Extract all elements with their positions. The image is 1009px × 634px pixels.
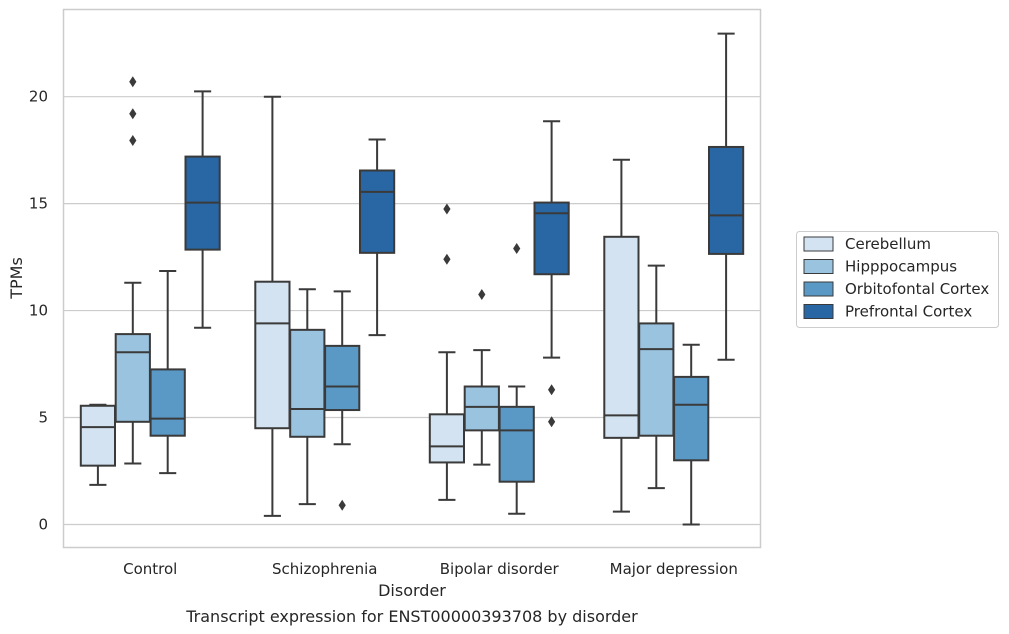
outlier-point xyxy=(443,203,451,215)
outlier-point xyxy=(478,289,486,301)
outlier-point xyxy=(443,253,451,265)
box-body xyxy=(707,145,745,255)
box-3-3 xyxy=(707,32,745,361)
box-0-1 xyxy=(254,95,291,517)
outlier-point xyxy=(548,384,556,396)
legend-frame xyxy=(796,231,999,328)
x-tick-label-schizophrenia: Schizophrenia xyxy=(272,560,377,578)
y-tick-label-5: 5 xyxy=(38,409,48,427)
legend: Cerebellum Hipppocampus Orbitofontal Corte… xyxy=(796,231,999,328)
box-body xyxy=(79,404,117,467)
legend-swatch-orbitofontal-cortex xyxy=(803,281,834,297)
box-body xyxy=(603,235,640,439)
box-body xyxy=(324,344,361,412)
legend-swatch-prefrontal-cortex xyxy=(803,304,834,319)
box-body xyxy=(289,328,326,438)
box-body xyxy=(498,405,535,483)
box-0-0 xyxy=(79,403,117,486)
box-0-3 xyxy=(603,158,640,513)
box-2-0 xyxy=(149,270,186,475)
y-tick-labels: 0 5 10 15 20 xyxy=(29,88,48,534)
legend-swatch-hipppocampus xyxy=(803,259,834,274)
outlier-point xyxy=(129,76,137,88)
y-tick-label-0: 0 xyxy=(38,515,48,533)
legend-label-prefrontal-cortex: Prefrontal Cortex xyxy=(845,303,972,321)
legend-label-hipppocampus: Hipppocampus xyxy=(845,258,957,276)
x-tick-label-bipolar-disorder: Bipolar disorder xyxy=(440,560,560,578)
box-body xyxy=(114,333,151,423)
legend-items: Cerebellum Hipppocampus Orbitofontal Corte… xyxy=(803,235,989,321)
box-1-2 xyxy=(463,289,500,466)
box-body xyxy=(254,280,291,430)
x-tick-label-major-depression: Major depression xyxy=(610,560,738,578)
box-0-2 xyxy=(428,203,466,501)
y-tick-label-20: 20 xyxy=(29,88,48,106)
series-cerebellum xyxy=(79,95,640,517)
legend-label-orbitofontal-cortex: Orbitofontal Cortex xyxy=(845,280,989,298)
series-orbitofontal-cortex xyxy=(149,243,710,526)
outlier-point xyxy=(129,108,137,120)
box-2-3 xyxy=(673,343,710,526)
y-tick-label-15: 15 xyxy=(29,195,48,213)
box-3-1 xyxy=(358,138,396,337)
box-body xyxy=(358,169,396,254)
outlier-point xyxy=(338,499,346,511)
outlier-point xyxy=(548,416,556,428)
box-body xyxy=(149,368,186,437)
y-tick-label-10: 10 xyxy=(29,302,48,320)
plot-frame xyxy=(62,8,762,549)
box-3-0 xyxy=(184,90,221,329)
chart-caption: Transcript expression for ENST0000039370… xyxy=(185,607,638,626)
outlier-point xyxy=(129,135,137,147)
box-3-2 xyxy=(533,120,570,428)
box-1-3 xyxy=(638,264,675,490)
x-tick-label-control: Control xyxy=(123,560,177,578)
box-body xyxy=(463,385,500,432)
box-1-0 xyxy=(114,76,151,465)
x-axis-title: Disorder xyxy=(378,581,446,600)
box-body xyxy=(428,413,466,464)
box-series xyxy=(79,32,745,526)
box-body xyxy=(673,375,710,462)
outlier-point xyxy=(513,243,521,255)
box-2-1 xyxy=(324,290,361,511)
legend-label-cerebellum: Cerebellum xyxy=(845,235,931,253)
series-hipppocampus xyxy=(114,76,675,506)
box-body xyxy=(638,322,675,437)
x-tick-labels: Control Schizophrenia Bipolar disorder Majo… xyxy=(123,560,738,578)
box-body xyxy=(533,201,570,276)
y-axis-title: TPMs xyxy=(7,257,26,300)
box-1-1 xyxy=(289,288,326,506)
legend-swatch-cerebellum xyxy=(803,236,834,252)
box-2-2 xyxy=(498,243,535,515)
series-prefrontal-cortex xyxy=(184,32,745,428)
